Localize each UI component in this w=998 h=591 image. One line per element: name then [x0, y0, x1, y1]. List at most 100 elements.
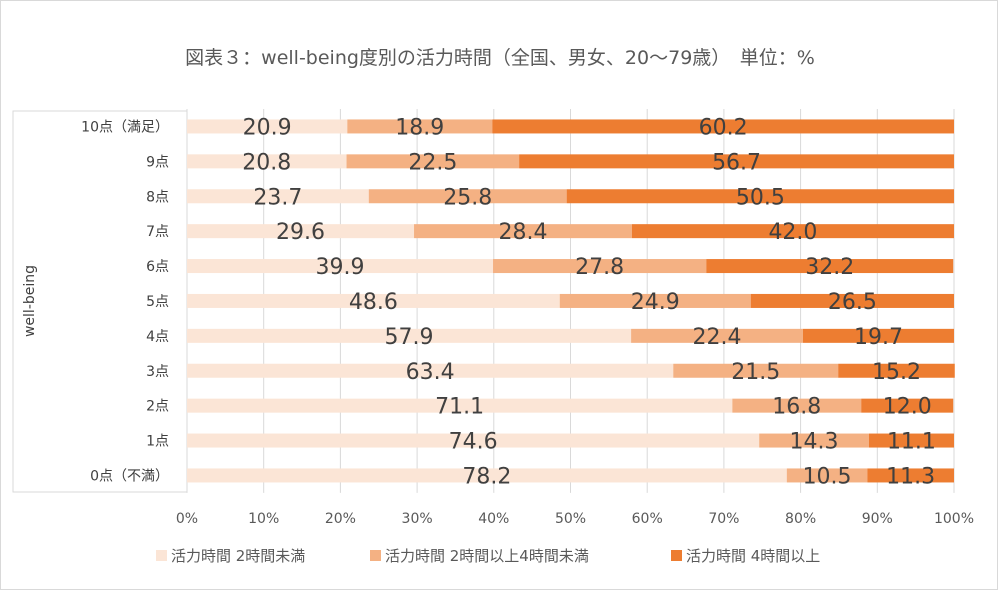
x-tick-label: 10% — [248, 511, 279, 527]
bar-segment-1 — [187, 328, 632, 343]
data-label: 29.6 — [276, 220, 325, 245]
bar-segment-1 — [187, 259, 494, 274]
category-label: 5点 — [146, 294, 169, 310]
data-label: 19.7 — [854, 325, 903, 350]
data-label: 57.9 — [385, 325, 434, 350]
bar-segment-1 — [187, 468, 787, 483]
bar-segment-3 — [867, 468, 954, 483]
bar-segment-2 — [414, 224, 632, 239]
data-label: 18.9 — [395, 115, 444, 140]
bar-segment-2 — [347, 119, 493, 134]
bar-segment-2 — [493, 259, 707, 274]
data-label: 24.9 — [631, 290, 680, 315]
data-label: 11.3 — [886, 464, 935, 489]
data-label: 14.3 — [790, 430, 839, 455]
bar-segment-3 — [492, 119, 954, 134]
legend-label: 活力時間 2時間未満 — [171, 547, 305, 565]
data-label: 60.2 — [699, 115, 748, 140]
bar-segment-1 — [187, 189, 369, 204]
data-label: 71.1 — [435, 395, 484, 420]
bar-segment-3 — [631, 224, 954, 239]
data-label: 20.8 — [242, 150, 291, 175]
x-tick-label: 0% — [176, 511, 198, 527]
x-tick-label: 60% — [632, 511, 663, 527]
legend-label: 活力時間 4時間以上 — [686, 547, 820, 565]
chart-title: 図表３：well-being度別の活力時間（全国、男女、20～79歳） 単位：% — [185, 47, 815, 69]
bar-segment-3 — [566, 189, 954, 204]
bar-segment-2 — [673, 363, 839, 378]
data-label: 50.5 — [736, 185, 785, 210]
category-label: 2点 — [146, 399, 169, 415]
y-axis-title: well-being — [22, 265, 38, 337]
data-label: 42.0 — [768, 220, 817, 245]
data-label: 74.6 — [449, 430, 498, 455]
x-tick-label: 30% — [402, 511, 433, 527]
data-label: 15.2 — [872, 360, 921, 385]
bar-segment-3 — [706, 259, 954, 274]
bar-segment-3 — [868, 433, 954, 448]
data-label: 28.4 — [498, 220, 547, 245]
bar-segment-1 — [187, 433, 760, 448]
category-label: 6点 — [146, 259, 169, 275]
data-label: 25.8 — [443, 185, 492, 210]
legend: 活力時間 2時間未満 活力時間 2時間以上4時間未満 活力時間 4時間以上 — [156, 547, 820, 565]
category-labels: 10点（満足） 9点 8点 7点 6点 5点 4点 3点 2点 1点 0点（不満） — [81, 119, 169, 484]
data-label: 22.4 — [693, 325, 742, 350]
data-label: 20.9 — [243, 115, 292, 140]
data-label: 16.8 — [772, 395, 821, 420]
data-label: 27.8 — [575, 255, 624, 280]
category-label: 3点 — [146, 364, 169, 380]
data-label: 26.5 — [828, 290, 877, 315]
x-tick-labels: 0% 10% 20% 30% 40% 50% 60% 70% 80% 90% 100% — [176, 511, 974, 527]
category-label: 8点 — [146, 189, 169, 205]
legend-label: 活力時間 2時間以上4時間未満 — [385, 547, 589, 565]
legend-swatch — [156, 550, 167, 561]
x-tick-label: 80% — [785, 511, 816, 527]
bar-segment-3 — [802, 328, 954, 343]
data-label: 10.5 — [803, 464, 852, 489]
bar-segment-3 — [519, 154, 954, 169]
data-label: 39.9 — [316, 255, 365, 280]
category-label: 7点 — [146, 224, 169, 240]
x-tick-label: 100% — [934, 511, 974, 527]
bar-segment-1 — [187, 224, 415, 239]
category-label: 4点 — [146, 329, 169, 345]
category-label: 1点 — [146, 434, 169, 450]
x-tick-label: 20% — [325, 511, 356, 527]
bar-segment-2 — [631, 328, 803, 343]
data-label: 23.7 — [253, 185, 302, 210]
bar-segment-1 — [187, 154, 347, 169]
data-label: 48.6 — [349, 290, 398, 315]
bars: 20.9 18.9 60.2 20.8 22.5 56.7 23.7 25.8 50.5 29.6… — [187, 115, 955, 489]
x-tick-label: 90% — [862, 511, 893, 527]
bar-segment-1 — [187, 363, 674, 378]
data-label: 56.7 — [712, 150, 761, 175]
data-label: 78.2 — [462, 464, 511, 489]
bar-segment-1 — [187, 119, 348, 134]
category-label: 10点（満足） — [81, 119, 169, 135]
bar-segment-2 — [368, 189, 567, 204]
legend-swatch — [671, 550, 682, 561]
data-label: 11.1 — [887, 430, 936, 455]
x-tick-label: 50% — [555, 511, 586, 527]
x-tick-label: 40% — [478, 511, 509, 527]
legend-swatch — [370, 550, 381, 561]
bar-segment-2 — [559, 293, 751, 308]
bar-segment-2 — [732, 398, 862, 413]
bar-segment-3 — [838, 363, 955, 378]
category-label: 0点（不満） — [90, 468, 169, 484]
data-label: 63.4 — [406, 360, 455, 385]
bar-segment-1 — [187, 293, 560, 308]
data-label: 22.5 — [408, 150, 457, 175]
x-tick-label: 70% — [708, 511, 739, 527]
data-label: 21.5 — [731, 360, 780, 385]
category-label: 9点 — [146, 154, 169, 170]
data-label: 32.2 — [805, 255, 854, 280]
bar-segment-3 — [750, 293, 954, 308]
bar-segment-2 — [759, 433, 869, 448]
data-label: 12.0 — [883, 395, 932, 420]
bar-segment-3 — [861, 398, 954, 413]
bar-segment-2 — [346, 154, 520, 169]
